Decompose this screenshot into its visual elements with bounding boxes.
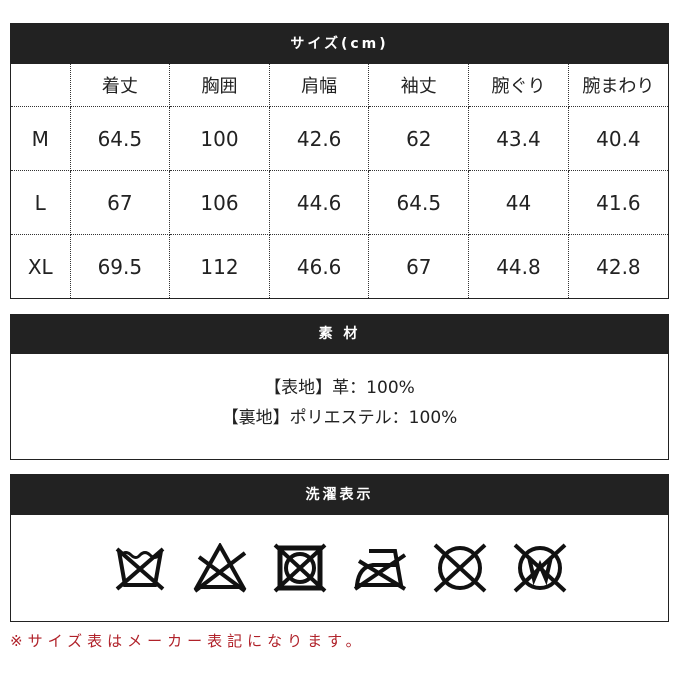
table-cell: 106 bbox=[169, 170, 270, 235]
table-cell: 46.6 bbox=[269, 234, 370, 298]
material-title: 素 材 bbox=[11, 315, 668, 354]
size-label: L bbox=[11, 170, 71, 235]
size-table-section: サイズ(cm) 着丈 胸囲 肩幅 袖丈 腕ぐり 腕まわり M 64.5 100 42.6 62 43.… bbox=[10, 23, 669, 299]
no-wash-icon bbox=[115, 547, 164, 591]
table-cell: 44 bbox=[468, 170, 569, 235]
no-bleach-icon bbox=[193, 543, 246, 593]
no-wet-clean-icon bbox=[513, 543, 566, 593]
table-row: L 67 106 44.6 64.5 44 41.6 bbox=[11, 170, 668, 235]
size-table-title: サイズ(cm) bbox=[11, 24, 668, 64]
column-header: 肩幅 bbox=[269, 64, 370, 107]
table-cell: 44.8 bbox=[468, 234, 569, 298]
table-cell: 43.4 bbox=[468, 106, 569, 171]
no-dry-clean-icon bbox=[433, 543, 486, 593]
table-cell: 64.5 bbox=[70, 106, 171, 171]
table-cell: 41.6 bbox=[568, 170, 668, 235]
size-label: XL bbox=[11, 234, 71, 298]
table-cell: 112 bbox=[169, 234, 270, 298]
column-header: 着丈 bbox=[70, 64, 171, 107]
care-title: 洗濯表示 bbox=[11, 475, 668, 515]
table-cell: 42.6 bbox=[269, 106, 370, 171]
table-cell: 40.4 bbox=[568, 106, 668, 171]
column-header: 腕まわり bbox=[568, 64, 668, 107]
size-note: ※サイズ表はメーカー表記になります。 bbox=[10, 632, 366, 650]
table-cell: 100 bbox=[169, 106, 270, 171]
table-cell: 67 bbox=[368, 234, 470, 298]
table-header-row: 着丈 胸囲 肩幅 袖丈 腕ぐり 腕まわり bbox=[11, 64, 668, 107]
table-cell: 62 bbox=[368, 106, 470, 171]
size-table: 着丈 胸囲 肩幅 袖丈 腕ぐり 腕まわり M 64.5 100 42.6 62 43.4 40.4 L 67… bbox=[11, 64, 668, 298]
table-cell: 44.6 bbox=[269, 170, 370, 235]
material-section: 素 材 【表地】革：100% 【裏地】ポリエステル：100% bbox=[10, 314, 669, 460]
size-label: M bbox=[11, 106, 71, 171]
no-iron-icon bbox=[353, 549, 406, 591]
material-outer: 【表地】革：100% bbox=[264, 378, 415, 398]
table-cell: 69.5 bbox=[70, 234, 171, 298]
column-header: 胸囲 bbox=[169, 64, 270, 107]
column-header: 袖丈 bbox=[368, 64, 470, 107]
column-header: 腕ぐり bbox=[468, 64, 569, 107]
table-row: M 64.5 100 42.6 62 43.4 40.4 bbox=[11, 106, 668, 171]
no-tumble-dry-icon bbox=[273, 543, 326, 593]
table-cell: 64.5 bbox=[368, 170, 470, 235]
material-lining: 【裏地】ポリエステル：100% bbox=[221, 408, 458, 428]
table-row: XL 69.5 112 46.6 67 44.8 42.8 bbox=[11, 234, 668, 298]
table-cell: 67 bbox=[70, 170, 171, 235]
column-header bbox=[11, 64, 71, 107]
care-section: 洗濯表示 bbox=[10, 474, 669, 622]
table-cell: 42.8 bbox=[596, 254, 641, 279]
